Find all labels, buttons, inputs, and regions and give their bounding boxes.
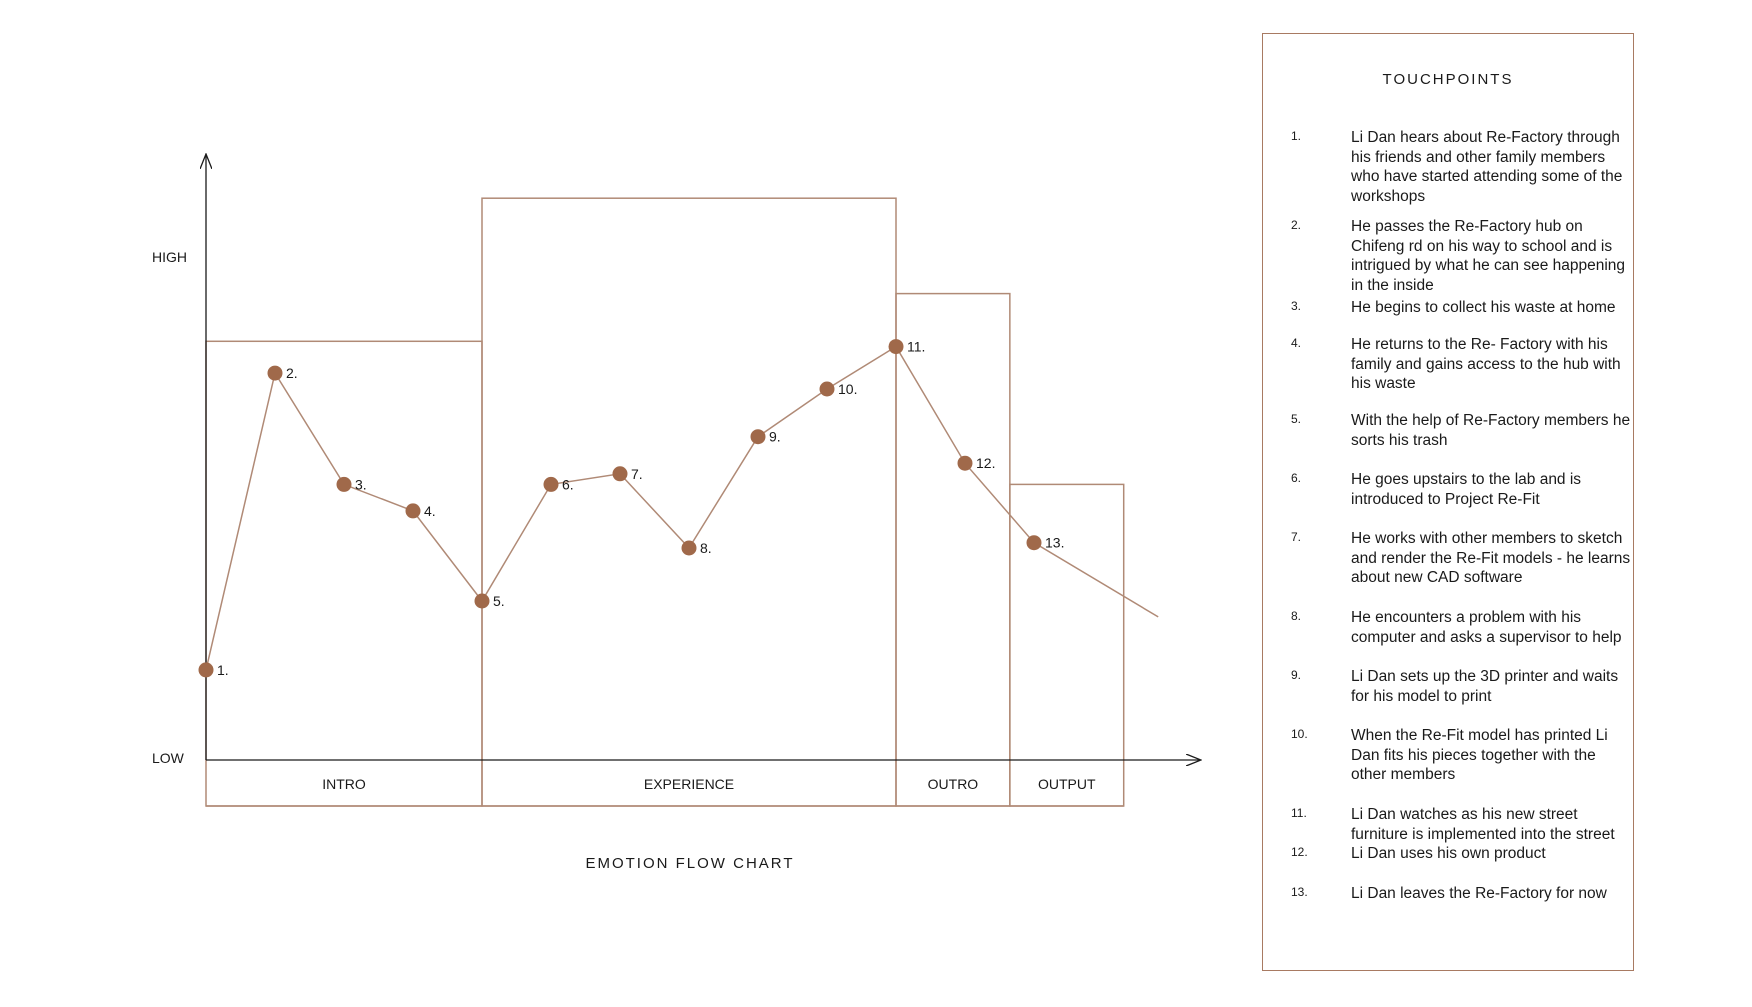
touchpoint-text: Li Dan uses his own product	[1351, 845, 1546, 862]
phase-box-outro	[895, 292, 1011, 807]
emotion-point-2	[267, 365, 283, 381]
emotion-point-label-12: 12.	[976, 455, 995, 471]
touchpoint-number: 2.	[1291, 218, 1302, 232]
touchpoint-text: Li Dan watches as his new street furnitu…	[1351, 806, 1615, 843]
emotion-point-label-8: 8.	[700, 540, 712, 556]
touchpoint-number: 3.	[1291, 299, 1302, 313]
touchpoint-number: 6.	[1291, 471, 1302, 485]
emotion-point-label-4: 4.	[424, 503, 436, 519]
y-axis-high-label: HIGH	[152, 249, 187, 265]
emotion-point-4	[405, 503, 421, 519]
emotion-point-12	[957, 455, 973, 471]
emotion-point-13	[1026, 535, 1042, 551]
touchpoint-number: 4.	[1291, 336, 1302, 350]
touchpoint-number: 11.	[1291, 806, 1307, 820]
touchpoint-number: 7.	[1291, 530, 1302, 544]
touchpoint-text: Li Dan leaves the Re-Factory for now	[1351, 885, 1607, 902]
emotion-point-label-7: 7.	[631, 466, 643, 482]
touchpoints-title: TOUCHPOINTS	[1382, 71, 1514, 88]
y-axis-low-label: LOW	[152, 750, 185, 766]
emotion-polyline	[205, 345, 1159, 671]
phase-label-experience: EXPERIENCE	[644, 776, 734, 792]
emotion-point-10	[819, 381, 835, 397]
phase-label-output: OUTPUT	[1038, 776, 1096, 792]
emotion-point-label-3: 3.	[355, 476, 367, 492]
phase-box-experience	[481, 197, 897, 807]
emotion-point-3	[336, 476, 352, 492]
phase-boxes: INTRO EXPERIENCE OUTRO OUTPUT	[205, 197, 1125, 807]
touchpoint-text: When the Re-Fit model has printed Li Dan…	[1351, 727, 1608, 783]
emotion-point-label-5: 5.	[493, 593, 505, 609]
touchpoint-number: 13.	[1291, 885, 1308, 899]
emotion-point-label-10: 10.	[838, 381, 857, 397]
phase-label-outro: OUTRO	[928, 776, 979, 792]
emotion-point-label-6: 6.	[562, 476, 574, 492]
touchpoint-number: 10.	[1291, 727, 1308, 741]
emotion-point-label-1: 1.	[217, 662, 229, 678]
emotion-point-label-2: 2.	[286, 365, 298, 381]
touchpoint-number: 8.	[1291, 609, 1302, 623]
touchpoints-panel: TOUCHPOINTS 1. Li Dan hears about Re-Fact…	[1262, 33, 1634, 971]
chart-title: EMOTION FLOW CHART	[585, 855, 794, 872]
touchpoint-text: He encounters a problem with his compute…	[1351, 609, 1622, 646]
touchpoint-text: He passes the Re-Factory hub on Chifeng …	[1351, 218, 1626, 294]
emotion-point-1	[198, 662, 214, 678]
emotion-point-11	[888, 339, 904, 355]
emotion-point-8	[681, 540, 697, 556]
touchpoint-text: He goes upstairs to the lab and is intro…	[1351, 471, 1582, 508]
emotion-point-6	[543, 476, 559, 492]
chart-axes: HIGH LOW	[152, 155, 1200, 766]
touchpoint-number: 12.	[1291, 845, 1308, 859]
phase-box-output	[1009, 483, 1125, 807]
touchpoint-number: 1.	[1291, 129, 1302, 143]
touchpoint-text: With the help of Re-Factory members he s…	[1351, 412, 1631, 449]
touchpoint-text: He returns to the Re- Factory with his f…	[1351, 336, 1621, 392]
touchpoint-text: Li Dan hears about Re-Factory through hi…	[1351, 129, 1623, 205]
emotion-point-label-13: 13.	[1045, 535, 1064, 551]
phase-label-intro: INTRO	[322, 776, 366, 792]
touchpoint-text: He works with other members to sketch an…	[1351, 530, 1631, 586]
emotion-point-label-9: 9.	[769, 429, 781, 445]
emotion-point-9	[750, 429, 766, 445]
emotion-points: 1. 2. 3. 4. 5. 6. 7. 8. 9. 10. 11. 12. 13.	[198, 339, 1064, 678]
phase-box-intro	[205, 340, 483, 807]
touchpoint-number: 9.	[1291, 668, 1302, 682]
emotion-point-7	[612, 466, 628, 482]
emotion-point-label-11: 11.	[907, 339, 925, 355]
touchpoint-text: Li Dan sets up the 3D printer and waits …	[1351, 668, 1619, 705]
emotion-point-5	[474, 593, 490, 609]
emotion-line	[205, 345, 1159, 671]
touchpoint-text: He begins to collect his waste at home	[1351, 299, 1616, 316]
touchpoint-number: 5.	[1291, 412, 1302, 426]
